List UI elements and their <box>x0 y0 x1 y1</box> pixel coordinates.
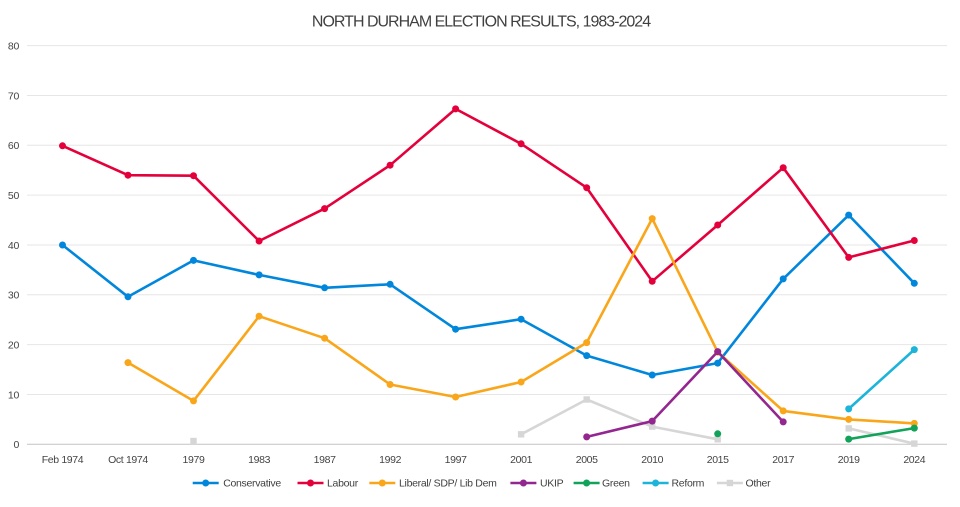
svg-text:Reform: Reform <box>672 478 705 490</box>
svg-text:0: 0 <box>13 439 19 451</box>
svg-text:1997: 1997 <box>445 454 467 466</box>
svg-text:Oct 1974: Oct 1974 <box>108 454 148 466</box>
svg-text:Other: Other <box>746 478 772 490</box>
svg-text:1987: 1987 <box>314 454 336 466</box>
svg-text:1983: 1983 <box>248 454 270 466</box>
svg-text:60: 60 <box>8 140 20 152</box>
svg-text:20: 20 <box>8 339 20 351</box>
svg-text:1979: 1979 <box>183 454 205 466</box>
svg-text:2015: 2015 <box>707 454 729 466</box>
svg-text:80: 80 <box>8 40 20 52</box>
svg-text:70: 70 <box>8 90 20 102</box>
svg-text:2019: 2019 <box>838 454 860 466</box>
svg-text:2017: 2017 <box>772 454 794 466</box>
svg-text:Feb 1974: Feb 1974 <box>42 454 84 466</box>
svg-text:1992: 1992 <box>379 454 401 466</box>
svg-text:Conservative: Conservative <box>223 478 281 490</box>
svg-text:2005: 2005 <box>576 454 598 466</box>
svg-text:30: 30 <box>8 290 20 302</box>
svg-text:UKIP: UKIP <box>540 478 564 490</box>
svg-text:10: 10 <box>8 389 20 401</box>
svg-text:50: 50 <box>8 190 20 202</box>
svg-text:2010: 2010 <box>641 454 663 466</box>
svg-text:2001: 2001 <box>510 454 532 466</box>
svg-text:40: 40 <box>8 240 20 252</box>
svg-text:NORTH DURHAM ELECTION RESULTS,: NORTH DURHAM ELECTION RESULTS, 1983-2024 <box>312 14 651 31</box>
svg-text:2024: 2024 <box>903 454 925 466</box>
svg-text:Green: Green <box>602 478 630 490</box>
svg-text:Labour: Labour <box>327 478 359 490</box>
svg-text:Liberal/ SDP/ Lib Dem: Liberal/ SDP/ Lib Dem <box>399 478 497 490</box>
